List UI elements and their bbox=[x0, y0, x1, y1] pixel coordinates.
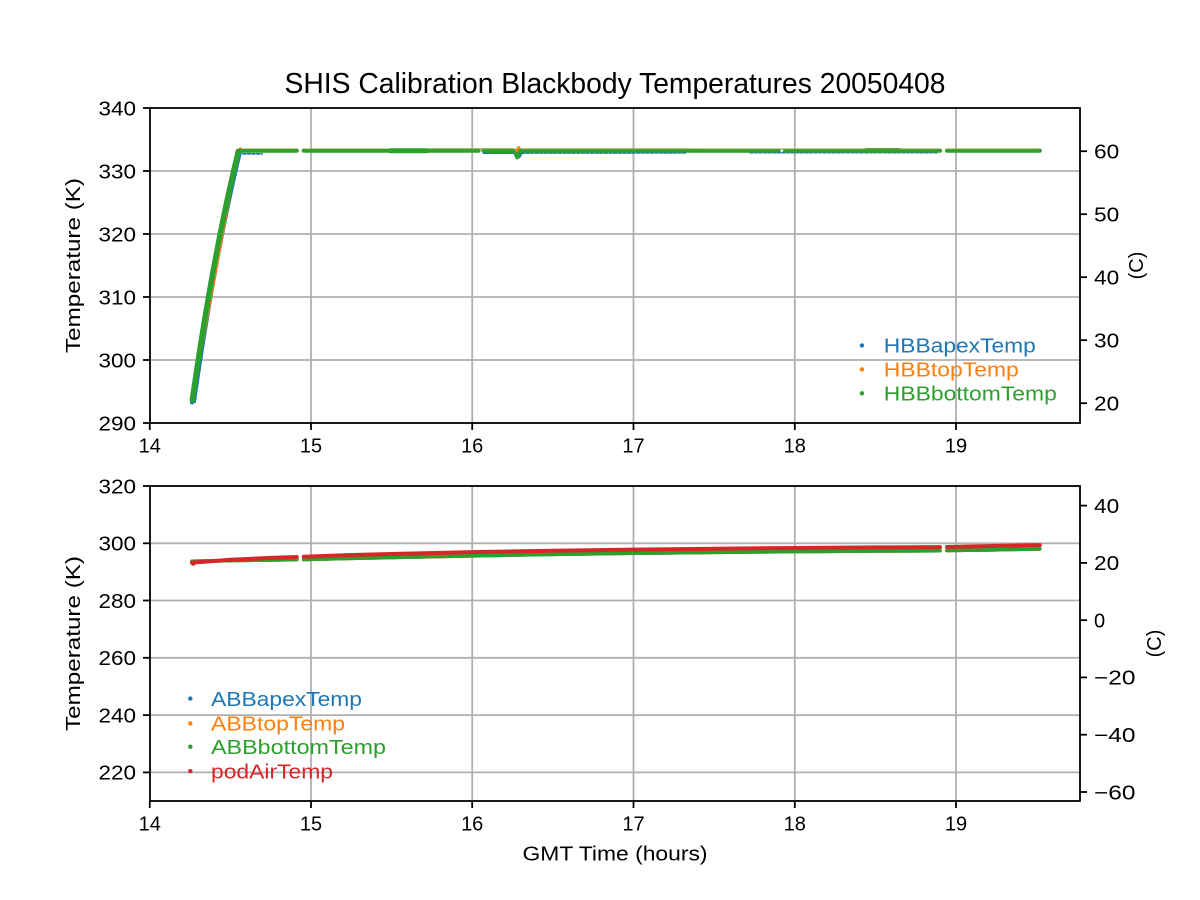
svg-text:17: 17 bbox=[622, 814, 644, 836]
svg-text:−60: −60 bbox=[1094, 782, 1136, 804]
svg-text:19: 19 bbox=[945, 436, 967, 458]
svg-text:17: 17 bbox=[622, 436, 644, 458]
svg-text:30: 30 bbox=[1094, 331, 1119, 353]
svg-text:320: 320 bbox=[99, 224, 137, 246]
svg-text:16: 16 bbox=[461, 814, 483, 836]
svg-text:260: 260 bbox=[99, 648, 137, 670]
svg-text:40: 40 bbox=[1094, 268, 1119, 290]
svg-text:240: 240 bbox=[99, 705, 137, 727]
svg-text:330: 330 bbox=[99, 161, 137, 183]
svg-text:310: 310 bbox=[99, 287, 137, 309]
svg-text:290: 290 bbox=[99, 413, 137, 435]
svg-text:−40: −40 bbox=[1094, 725, 1136, 747]
svg-text:(C): (C) bbox=[1144, 630, 1166, 658]
svg-text:19: 19 bbox=[945, 814, 967, 836]
svg-text:podAirTemp: podAirTemp bbox=[211, 761, 333, 783]
svg-text:18: 18 bbox=[784, 814, 806, 836]
svg-text:60: 60 bbox=[1094, 142, 1119, 164]
svg-text:ABBapexTemp: ABBapexTemp bbox=[211, 689, 362, 711]
svg-text:Temperature (K): Temperature (K) bbox=[63, 556, 85, 731]
svg-text:280: 280 bbox=[99, 591, 137, 613]
svg-text:300: 300 bbox=[99, 350, 137, 372]
svg-text:18: 18 bbox=[784, 436, 806, 458]
svg-text:ABBbottomTemp: ABBbottomTemp bbox=[211, 737, 386, 759]
svg-text:HBBapexTemp: HBBapexTemp bbox=[884, 336, 1036, 358]
svg-text:20: 20 bbox=[1094, 394, 1119, 416]
svg-text:14: 14 bbox=[139, 436, 161, 458]
svg-text:SHIS Calibration Blackbody Tem: SHIS Calibration Blackbody Temperatures … bbox=[285, 68, 946, 100]
svg-text:14: 14 bbox=[139, 814, 161, 836]
svg-text:40: 40 bbox=[1094, 496, 1119, 518]
svg-text:GMT Time (hours): GMT Time (hours) bbox=[523, 844, 708, 866]
svg-text:20: 20 bbox=[1094, 553, 1119, 575]
svg-text:15: 15 bbox=[300, 436, 322, 458]
svg-text:HBBtopTemp: HBBtopTemp bbox=[884, 360, 1019, 382]
svg-text:−20: −20 bbox=[1094, 668, 1136, 690]
svg-text:320: 320 bbox=[99, 476, 137, 498]
svg-text:(C): (C) bbox=[1126, 252, 1148, 280]
svg-text:300: 300 bbox=[99, 534, 137, 556]
svg-text:Temperature (K): Temperature (K) bbox=[63, 178, 85, 353]
svg-text:0: 0 bbox=[1094, 611, 1105, 633]
svg-text:15: 15 bbox=[300, 814, 322, 836]
svg-text:ABBtopTemp: ABBtopTemp bbox=[211, 714, 345, 736]
svg-text:340: 340 bbox=[99, 98, 137, 120]
svg-text:220: 220 bbox=[99, 763, 137, 785]
svg-text:50: 50 bbox=[1094, 205, 1119, 227]
svg-text:HBBbottomTemp: HBBbottomTemp bbox=[884, 384, 1057, 406]
svg-text:16: 16 bbox=[461, 436, 483, 458]
